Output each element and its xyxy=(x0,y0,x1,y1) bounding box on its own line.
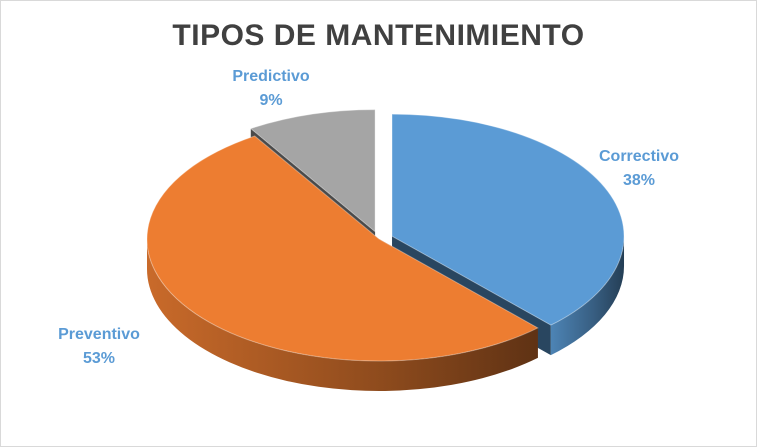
slice-label-predictivo: Predictivo xyxy=(232,68,310,85)
slice-label-correctivo: Correctivo xyxy=(599,148,679,165)
slice-value-preventivo: 53% xyxy=(83,350,115,367)
pie-slice-predictivo xyxy=(249,109,376,233)
slice-value-correctivo: 38% xyxy=(623,172,655,189)
slice-side-correctivo xyxy=(550,236,625,356)
pie-slice-preventivo xyxy=(146,135,539,362)
pie-slice-correctivo xyxy=(391,113,625,326)
slice-value-predictivo: 9% xyxy=(259,92,282,109)
slice-side-preventivo xyxy=(147,239,538,391)
chart-title: TIPOS DE MANTENIMIENTO xyxy=(172,19,585,52)
slice-label-preventivo: Preventivo xyxy=(58,326,140,343)
